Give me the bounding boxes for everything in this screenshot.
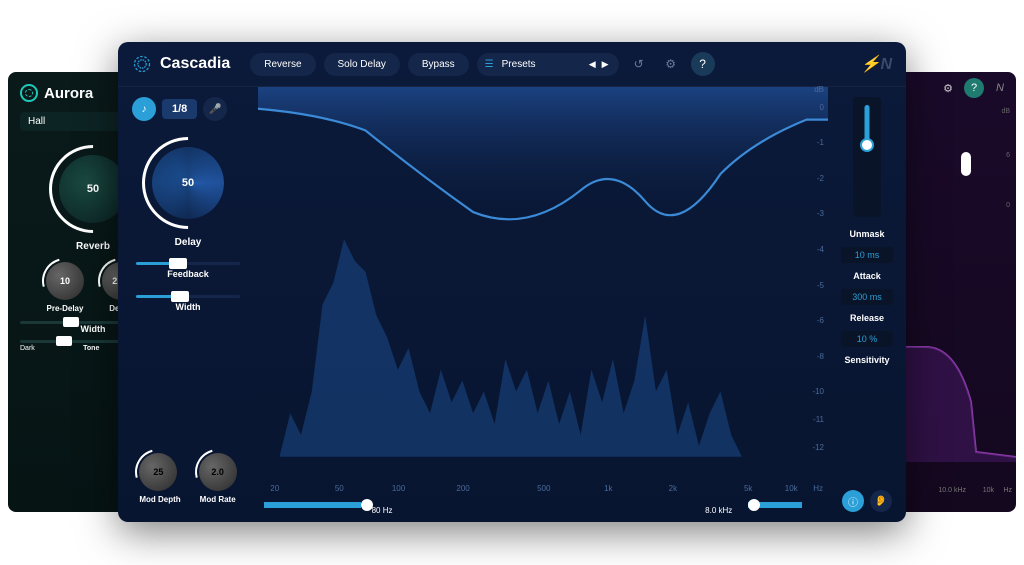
preset-next-button[interactable]: ▶	[600, 57, 611, 72]
brand-n-icon: ⚡N	[861, 54, 892, 74]
presets-dropdown[interactable]: ☰ Presets ◀ ▶	[477, 53, 619, 76]
time-division-value[interactable]: 1/8	[162, 99, 197, 119]
presets-icon: ☰	[485, 59, 494, 70]
bypass-button[interactable]: Bypass	[408, 53, 469, 76]
help-icon[interactable]: ?	[691, 52, 715, 76]
aurora-reverb-value: 50	[87, 183, 99, 195]
info-icon[interactable]: ⓘ	[842, 490, 864, 512]
graph-svg	[258, 87, 828, 522]
attack-value[interactable]: 10 ms	[841, 247, 893, 263]
eq-curve-fill	[258, 87, 828, 219]
spectrum-fill	[258, 239, 828, 457]
y-axis: dB 0 -1 -2 -3 -4 -5 -6 -8 -10 -11 -12	[802, 87, 828, 482]
presets-label: Presets	[502, 59, 579, 70]
frequency-range-slider[interactable]: 80 Hz 8.0 kHz	[264, 502, 802, 522]
unmask-label: Unmask	[849, 229, 884, 239]
listen-icon[interactable]: 👂	[870, 490, 892, 512]
aurora-logo-icon	[20, 84, 38, 102]
mic-button[interactable]: 🎤	[203, 97, 227, 121]
cascadia-left-controls: ♪ 1/8 🎤 50 Delay Feedback Width 25 Mod D…	[118, 87, 258, 522]
sensitivity-value[interactable]: 10 %	[841, 331, 893, 347]
release-value[interactable]: 300 ms	[841, 289, 893, 305]
help-icon[interactable]: ?	[964, 78, 984, 98]
cascadia-logo-icon	[132, 54, 152, 74]
delay-label: Delay	[132, 237, 244, 248]
undo-icon[interactable]: ↺	[627, 52, 651, 76]
freq-high-handle[interactable]	[748, 499, 760, 511]
mod-rate-knob[interactable]: 2.0 Mod Rate	[199, 453, 237, 504]
settings-icon[interactable]: ⚙	[659, 52, 683, 76]
cascadia-plugin-panel: Cascadia Reverse Solo Delay Bypass ☰ Pre…	[118, 42, 906, 522]
purple-freq-handle[interactable]	[961, 152, 971, 176]
release-label: Release	[850, 313, 884, 323]
width-slider[interactable]: Width	[136, 295, 240, 312]
feedback-slider[interactable]: Feedback	[136, 262, 240, 279]
aurora-predelay-knob[interactable]: 10 Pre-Delay	[46, 262, 84, 313]
reverse-button[interactable]: Reverse	[250, 53, 315, 76]
mod-depth-knob[interactable]: 25 Mod Depth	[139, 453, 180, 504]
delay-knob[interactable]: 50	[142, 137, 234, 229]
unmask-slider[interactable]	[853, 97, 881, 217]
cascadia-title: Cascadia	[160, 55, 230, 73]
x-axis: 20 50 100 200 500 1k 2k 5k 10k Hz	[264, 484, 802, 500]
logo-n-icon: N	[990, 78, 1010, 98]
gear-icon[interactable]: ⚙	[938, 78, 958, 98]
sensitivity-label: Sensitivity	[844, 355, 889, 365]
aurora-preset-value: Hall	[28, 116, 45, 127]
aurora-title: Aurora	[44, 85, 93, 102]
solo-delay-button[interactable]: Solo Delay	[324, 53, 400, 76]
preset-prev-button[interactable]: ◀	[587, 57, 598, 72]
cascadia-right-controls: Unmask 10 ms Attack 300 ms Release 10 % …	[828, 87, 906, 522]
note-sync-button[interactable]: ♪	[132, 97, 156, 121]
delay-value: 50	[182, 177, 194, 189]
spectrum-graph: dB 0 -1 -2 -3 -4 -5 -6 -8 -10 -11 -12 20…	[258, 87, 828, 522]
cascadia-header: Cascadia Reverse Solo Delay Bypass ☰ Pre…	[118, 42, 906, 87]
attack-label: Attack	[853, 271, 881, 281]
